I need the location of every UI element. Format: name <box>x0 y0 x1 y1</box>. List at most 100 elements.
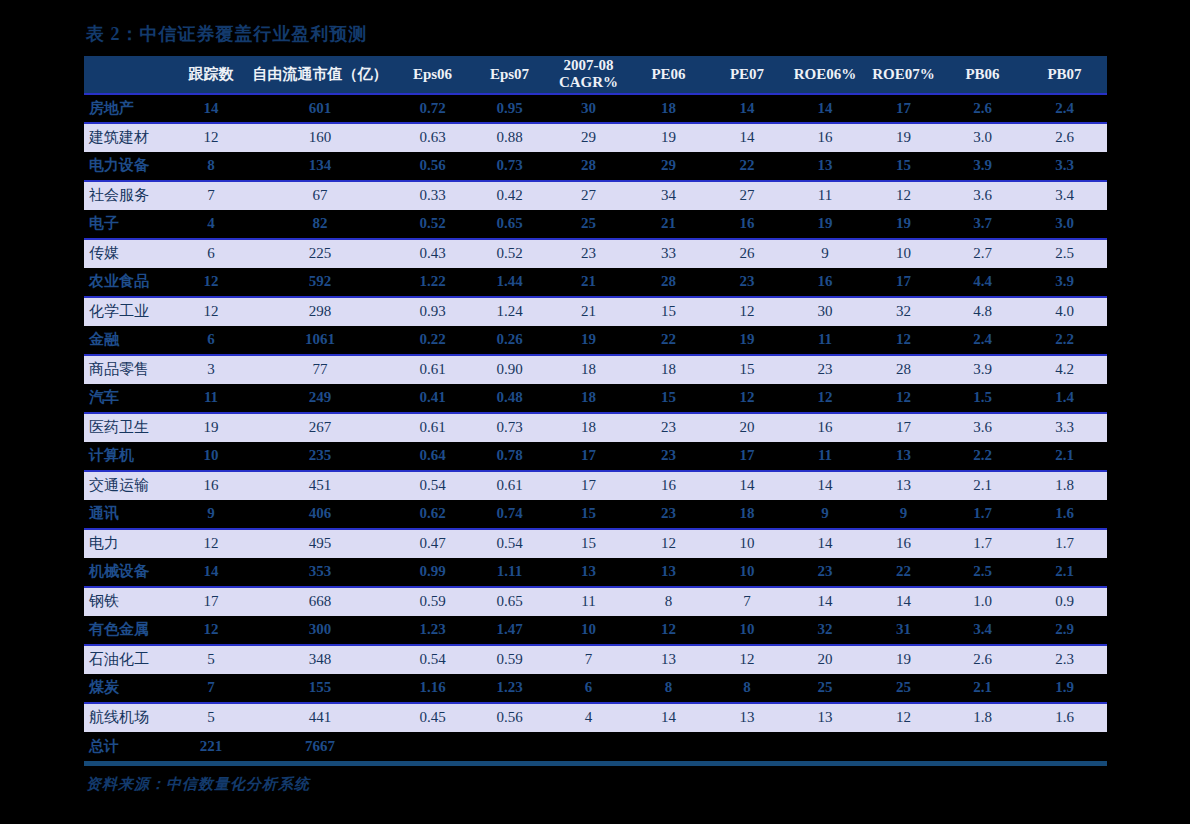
table-cell: 0.73 <box>471 413 548 442</box>
table-cell: 12 <box>176 616 246 645</box>
table-cell: 495 <box>246 529 394 558</box>
table-cell: 12 <box>708 384 786 413</box>
table-cell: 26 <box>708 239 786 268</box>
table-cell: 14 <box>786 529 864 558</box>
table-cell: 77 <box>246 355 394 384</box>
table-cell: 22 <box>708 152 786 181</box>
table-cell: 4.0 <box>1022 297 1107 326</box>
table-cell: 1.8 <box>1022 471 1107 500</box>
table-cell: 1.7 <box>1022 529 1107 558</box>
table-cell: 0.95 <box>471 94 548 123</box>
table-row: 交通运输164510.540.6117161414132.11.8 <box>84 471 1107 500</box>
table-cell: 12 <box>176 297 246 326</box>
table-cell: 11 <box>786 442 864 471</box>
table-cell: 406 <box>246 500 394 529</box>
table-cell: 1.22 <box>394 268 471 297</box>
table-row: 煤炭71551.161.2368825252.11.9 <box>84 674 1107 703</box>
table-cell: 3.9 <box>943 355 1022 384</box>
table-cell: 30 <box>786 297 864 326</box>
table-cell: 0.42 <box>471 181 548 210</box>
table-cell: 23 <box>786 355 864 384</box>
table-cell: 12 <box>864 326 943 355</box>
table-row: 通讯94060.620.74152318991.71.6 <box>84 500 1107 529</box>
table-cell: 2.2 <box>1022 326 1107 355</box>
table-row: 房地产146010.720.9530181414172.62.4 <box>84 94 1107 123</box>
table-cell: 17 <box>176 587 246 616</box>
table-row: 社会服务7670.330.4227342711123.63.4 <box>84 181 1107 210</box>
table-cell: 160 <box>246 123 394 152</box>
table-cell: 18 <box>548 384 629 413</box>
table-cell: 0.41 <box>394 384 471 413</box>
table-cell: 2.3 <box>1022 645 1107 674</box>
table-cell: 34 <box>629 181 708 210</box>
table-cell: 14 <box>708 123 786 152</box>
table-cell: 10 <box>548 616 629 645</box>
table-cell: 19 <box>786 210 864 239</box>
table-cell: 2.2 <box>943 442 1022 471</box>
table-cell: 12 <box>176 123 246 152</box>
table-cell: 19 <box>864 210 943 239</box>
industry-name: 钢铁 <box>84 587 176 616</box>
table-cell: 16 <box>786 268 864 297</box>
table-cell: 1.5 <box>943 384 1022 413</box>
table-cell: 18 <box>708 500 786 529</box>
table-cell: 1.24 <box>471 297 548 326</box>
table-cell: 3.6 <box>943 413 1022 442</box>
table-cell: 19 <box>548 326 629 355</box>
table-cell: 22 <box>629 326 708 355</box>
table-row: 商品零售3770.610.9018181523283.94.2 <box>84 355 1107 384</box>
table-cell: 15 <box>548 529 629 558</box>
table-cell: 348 <box>246 645 394 674</box>
table-cell: 0.43 <box>394 239 471 268</box>
industry-name: 航线机场 <box>84 703 176 732</box>
table-cell: 9 <box>864 500 943 529</box>
table-cell: 5 <box>176 703 246 732</box>
table-cell: 15 <box>708 355 786 384</box>
table-cell: 1.11 <box>471 558 548 587</box>
table-cell: 3.9 <box>943 152 1022 181</box>
column-header-5: 2007-08 CAGR% <box>548 56 629 94</box>
industry-name: 传媒 <box>84 239 176 268</box>
table-cell: 1.47 <box>471 616 548 645</box>
table-cell: 12 <box>629 616 708 645</box>
table-cell <box>864 732 943 761</box>
table-cell: 2.4 <box>1022 94 1107 123</box>
table-row: 电子4820.520.6525211619193.73.0 <box>84 210 1107 239</box>
table-cell: 32 <box>864 297 943 326</box>
table-cell: 17 <box>708 442 786 471</box>
table-cell: 0.61 <box>394 413 471 442</box>
table-cell: 0.93 <box>394 297 471 326</box>
column-header-7: PE07 <box>708 56 786 94</box>
table-cell: 25 <box>786 674 864 703</box>
table-cell: 249 <box>246 384 394 413</box>
table-cell: 0.64 <box>394 442 471 471</box>
table-cell: 7 <box>176 674 246 703</box>
table-cell: 0.48 <box>471 384 548 413</box>
table-cell: 0.45 <box>394 703 471 732</box>
table-row: 有色金属123001.231.4710121032313.42.9 <box>84 616 1107 645</box>
table-cell: 12 <box>708 297 786 326</box>
table-cell: 0.78 <box>471 442 548 471</box>
table-cell: 28 <box>864 355 943 384</box>
table-cell: 7667 <box>246 732 394 761</box>
table-body: 房地产146010.720.9530181414172.62.4建筑建材1216… <box>84 94 1107 761</box>
table-cell: 1.0 <box>943 587 1022 616</box>
table-cell: 2.6 <box>943 645 1022 674</box>
table-cell: 18 <box>629 94 708 123</box>
table-cell: 1.4 <box>1022 384 1107 413</box>
column-header-8: ROE06% <box>786 56 864 94</box>
table-row: 汽车112490.410.4818151212121.51.4 <box>84 384 1107 413</box>
table-cell: 14 <box>786 587 864 616</box>
table-cell: 14 <box>708 94 786 123</box>
table-cell: 12 <box>864 703 943 732</box>
table-cell: 13 <box>548 558 629 587</box>
table-cell: 1.8 <box>943 703 1022 732</box>
table-cell: 1.9 <box>1022 674 1107 703</box>
table-cell: 2.7 <box>943 239 1022 268</box>
table-cell: 7 <box>708 587 786 616</box>
table-cell: 22 <box>864 558 943 587</box>
table-cell: 17 <box>864 94 943 123</box>
table-cell: 14 <box>629 703 708 732</box>
table-cell: 11 <box>786 326 864 355</box>
table-cell: 19 <box>629 123 708 152</box>
